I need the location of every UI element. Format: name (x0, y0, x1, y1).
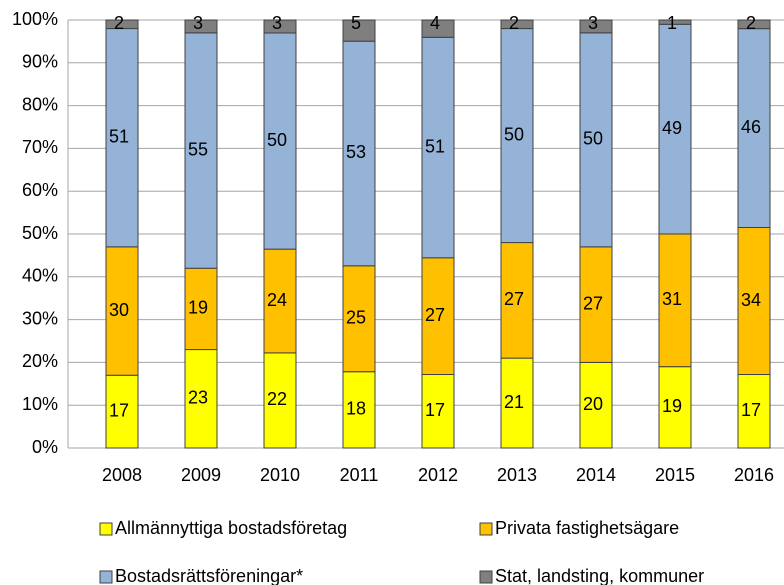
data-label: 19 (662, 396, 682, 416)
data-label: 2 (509, 13, 519, 33)
bar-segment (421, 36, 455, 259)
data-label: 2 (746, 13, 756, 33)
x-tick-label: 2015 (655, 465, 695, 485)
data-label: 4 (430, 13, 440, 33)
legend-swatch (479, 570, 493, 584)
bar-segment (421, 257, 455, 376)
data-label: 51 (109, 126, 129, 146)
y-tick-label: 20% (22, 351, 58, 371)
bar-segment (105, 374, 139, 449)
x-tick-label: 2016 (734, 465, 774, 485)
y-tick-label: 70% (22, 137, 58, 157)
data-label: 21 (504, 392, 524, 412)
bar-segment (579, 32, 613, 248)
data-label: 50 (267, 130, 287, 150)
y-tick-label: 10% (22, 394, 58, 414)
data-label: 23 (188, 388, 208, 408)
data-label: 53 (346, 142, 366, 162)
y-tick-label: 100% (12, 9, 58, 29)
x-tick-label: 2013 (497, 465, 537, 485)
legend-label: Allmännyttiga bostadsföretag (115, 518, 347, 538)
data-label: 25 (346, 308, 366, 328)
data-label: 1 (667, 13, 677, 33)
data-label: 27 (504, 289, 524, 309)
data-label: 22 (267, 389, 287, 409)
bar-segment (500, 357, 534, 449)
x-tick-label: 2008 (102, 465, 142, 485)
x-tick-label: 2012 (418, 465, 458, 485)
data-label: 5 (351, 13, 361, 33)
legend-label: Privata fastighetsägare (495, 518, 679, 538)
data-label: 2 (114, 13, 124, 33)
data-label: 51 (425, 136, 445, 156)
data-label: 50 (583, 129, 603, 149)
y-tick-label: 60% (22, 180, 58, 200)
data-label: 50 (504, 124, 524, 144)
bar-segment (263, 248, 297, 354)
x-tick-label: 2011 (340, 465, 379, 485)
y-tick-label: 30% (22, 308, 58, 328)
data-label: 31 (662, 289, 682, 309)
bar-segment (263, 32, 297, 250)
y-tick-label: 80% (22, 94, 58, 114)
bar-segment (421, 19, 455, 38)
bar-segment (658, 19, 692, 25)
bar-segment (184, 19, 218, 34)
data-label: 55 (188, 139, 208, 159)
bar-segment (342, 371, 376, 449)
bar-segment (421, 374, 455, 449)
bar-segment (105, 19, 139, 30)
legend-swatch (99, 522, 113, 536)
data-label: 17 (425, 400, 445, 420)
x-tick-label: 2014 (576, 465, 616, 485)
data-label: 20 (583, 394, 603, 414)
bar-segment (500, 242, 534, 359)
x-tick-label: 2009 (181, 465, 221, 485)
legend-label: Stat, landsting, kommuner (495, 566, 704, 585)
data-label: 3 (588, 13, 598, 33)
bar-segment (737, 19, 771, 30)
bar-segment (263, 352, 297, 449)
y-tick-label: 40% (22, 266, 58, 286)
bar-segment (579, 361, 613, 449)
data-label: 17 (109, 400, 129, 420)
data-label: 46 (741, 117, 761, 137)
data-label: 49 (662, 118, 682, 138)
bar-segment (500, 19, 534, 30)
bar-segment (658, 233, 692, 368)
bar-segment (737, 227, 771, 376)
bar-segment (658, 366, 692, 449)
bar-segment (737, 374, 771, 449)
legend-swatch (99, 570, 113, 584)
bar-segment (263, 19, 297, 34)
data-label: 30 (109, 300, 129, 320)
data-label: 3 (193, 13, 203, 33)
legend-swatch (479, 522, 493, 536)
data-label: 27 (583, 293, 603, 313)
legend-label: Bostadsrättsföreningar* (115, 566, 303, 585)
data-label: 19 (188, 298, 208, 318)
data-label: 34 (741, 290, 761, 310)
data-label: 24 (267, 290, 287, 310)
y-tick-label: 0% (32, 437, 58, 457)
bar-segment (579, 19, 613, 34)
bar-segment (342, 265, 376, 373)
bar-segment (184, 32, 218, 269)
y-tick-label: 90% (22, 52, 58, 72)
x-tick-label: 2010 (260, 465, 300, 485)
y-tick-label: 50% (22, 223, 58, 243)
data-label: 3 (272, 13, 282, 33)
bar-segment (342, 19, 376, 42)
data-label: 27 (425, 305, 445, 325)
bar-segment (184, 267, 218, 351)
data-label: 17 (741, 400, 761, 420)
data-label: 18 (346, 399, 366, 419)
